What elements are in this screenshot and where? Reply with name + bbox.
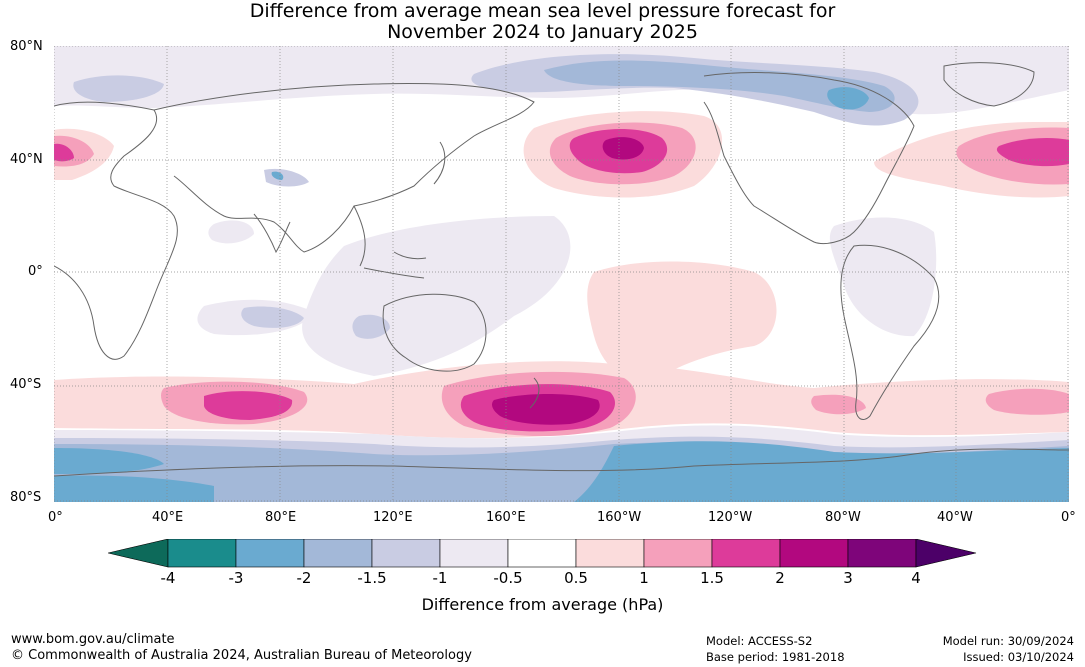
lon-label-40w: 40°W <box>937 510 973 525</box>
north-atlantic-positive-anomaly <box>54 122 1069 198</box>
colorbar-over-arrow <box>915 539 977 568</box>
colorbar-cell <box>779 539 849 568</box>
colorbar-tick-label: 1 <box>639 569 649 587</box>
colorbar-cells <box>167 539 917 568</box>
southern-positive-band <box>54 361 1069 439</box>
colorbar-cell <box>439 539 509 568</box>
colorbar-cell <box>847 539 917 568</box>
colorbar-tick-label: 2 <box>775 569 785 587</box>
colorbar-cell <box>235 539 305 568</box>
pressure-anomaly-map <box>54 46 1069 502</box>
lat-label-40s: 40°S <box>10 377 42 392</box>
colorbar-cell <box>507 539 577 568</box>
lon-label-80w: 80°W <box>825 510 861 525</box>
lon-label-0-right: 0° <box>1061 510 1076 525</box>
footer-model: Model: ACCESS-S2 <box>706 634 813 648</box>
colorbar <box>108 539 977 568</box>
lon-label-120e: 120°E <box>373 510 413 525</box>
footer-copyright: © Commonwealth of Australia 2024, Austra… <box>11 648 472 663</box>
lat-label-eq: 0° <box>28 264 43 279</box>
tropical-anomalies <box>197 216 937 383</box>
colorbar-tick-label: -2 <box>296 569 312 587</box>
lon-label-40e: 40°E <box>152 510 184 525</box>
colorbar-under-arrow <box>108 539 169 568</box>
footer-website: www.bom.gov.au/climate <box>11 632 175 647</box>
lon-label-80e: 80°E <box>265 510 297 525</box>
colorbar-cell <box>167 539 237 568</box>
colorbar-tick-label: 0.5 <box>564 569 588 587</box>
north-pacific-positive-anomaly <box>523 111 723 198</box>
colorbar-tick-label: 3 <box>843 569 853 587</box>
colorbar-tick-label: -1.5 <box>357 569 387 587</box>
colorbar-cell <box>371 539 441 568</box>
graticule <box>54 46 1069 502</box>
lat-label-40n: 40°N <box>10 152 43 167</box>
colorbar-tick-label: -0.5 <box>493 569 523 587</box>
lon-label-160e: 160°E <box>486 510 526 525</box>
lon-label-160w: 160°W <box>597 510 642 525</box>
lon-label-120w: 120°W <box>708 510 753 525</box>
lat-label-80n: 80°N <box>10 39 43 54</box>
lon-label-0-left: 0° <box>48 510 63 525</box>
colorbar-tick-label: 1.5 <box>700 569 724 587</box>
footer-base-period: Base period: 1981-2018 <box>706 650 845 664</box>
colorbar-cell <box>303 539 373 568</box>
map-title-line2: November 2024 to January 2025 <box>387 21 698 43</box>
antarctic-negative-anomaly <box>54 425 1069 502</box>
footer-model-run: Model run: 30/09/2024 <box>942 634 1074 648</box>
colorbar-cell <box>575 539 645 568</box>
colorbar-cell <box>643 539 713 568</box>
colorbar-label: Difference from average (hPa) <box>421 595 664 614</box>
north-negative-anomaly <box>54 46 1069 187</box>
colorbar-tick-label: 4 <box>911 569 921 587</box>
colorbar-cell <box>711 539 781 568</box>
colorbar-tick-label: -4 <box>160 569 176 587</box>
colorbar-tick-label: -3 <box>228 569 244 587</box>
map-title-line1: Difference from average mean sea level p… <box>249 0 836 22</box>
lat-label-80s: 80°S <box>10 490 42 505</box>
colorbar-tick-label: -1 <box>432 569 448 587</box>
footer-issued: Issued: 03/10/2024 <box>963 650 1074 664</box>
coastlines <box>54 62 1069 477</box>
